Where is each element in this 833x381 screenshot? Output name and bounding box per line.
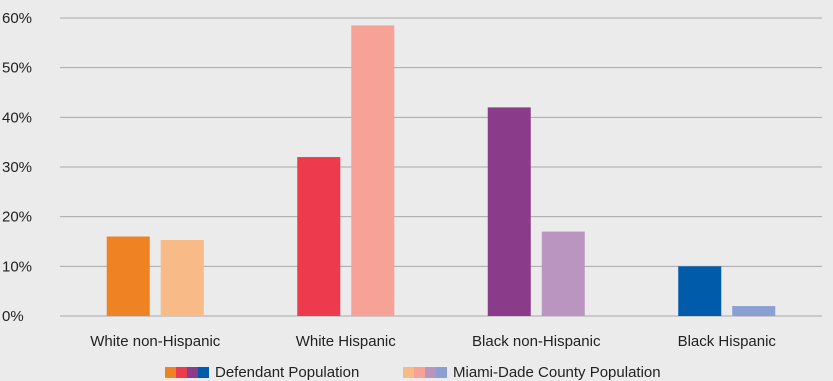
category-label: Black non-Hispanic xyxy=(472,333,601,350)
y-axis-tick-labels: 0% 10% 20% 30% 40% 50% 60% xyxy=(2,10,32,325)
bar-defendant-2 xyxy=(487,107,531,317)
y-tick-label: 40% xyxy=(2,109,32,126)
y-tick-label: 20% xyxy=(2,209,32,226)
legend-swatch xyxy=(436,367,447,378)
y-tick-label: 60% xyxy=(2,10,32,27)
y-tick-label: 0% xyxy=(2,308,24,325)
legend-swatch xyxy=(165,367,176,378)
bar-county-3 xyxy=(732,306,776,316)
y-tick-label: 10% xyxy=(2,258,32,275)
legend-swatch-group-county xyxy=(403,367,447,378)
legend-swatch xyxy=(403,367,414,378)
category-label: Black Hispanic xyxy=(678,333,777,350)
y-tick-label: 30% xyxy=(2,159,32,176)
bar-county-1 xyxy=(351,25,395,316)
x-axis-category-labels: White non-Hispanic White Hispanic Black no… xyxy=(90,333,776,350)
bar-county-2 xyxy=(541,231,585,316)
legend-label-defendant: Defendant Population xyxy=(215,364,359,381)
legend-swatch xyxy=(176,367,187,378)
legend-item-county: Miami-Dade County Population xyxy=(403,364,661,381)
legend: Defendant Population Miami-Dade County P… xyxy=(165,364,661,381)
legend-swatch xyxy=(414,367,425,378)
legend-swatch-group-defendant xyxy=(165,367,209,378)
legend-swatch xyxy=(425,367,436,378)
bar-defendant-0 xyxy=(106,236,150,316)
bar-defendant-1 xyxy=(297,157,341,316)
bars xyxy=(106,25,776,317)
y-tick-label: 50% xyxy=(2,60,32,77)
bar-county-0 xyxy=(160,240,204,316)
legend-item-defendant: Defendant Population xyxy=(165,364,359,381)
category-label: White Hispanic xyxy=(296,333,397,350)
bar-defendant-3 xyxy=(678,266,722,316)
category-label: White non-Hispanic xyxy=(90,333,221,350)
legend-swatch xyxy=(187,367,198,378)
legend-label-county: Miami-Dade County Population xyxy=(453,364,661,381)
legend-swatch xyxy=(198,367,209,378)
